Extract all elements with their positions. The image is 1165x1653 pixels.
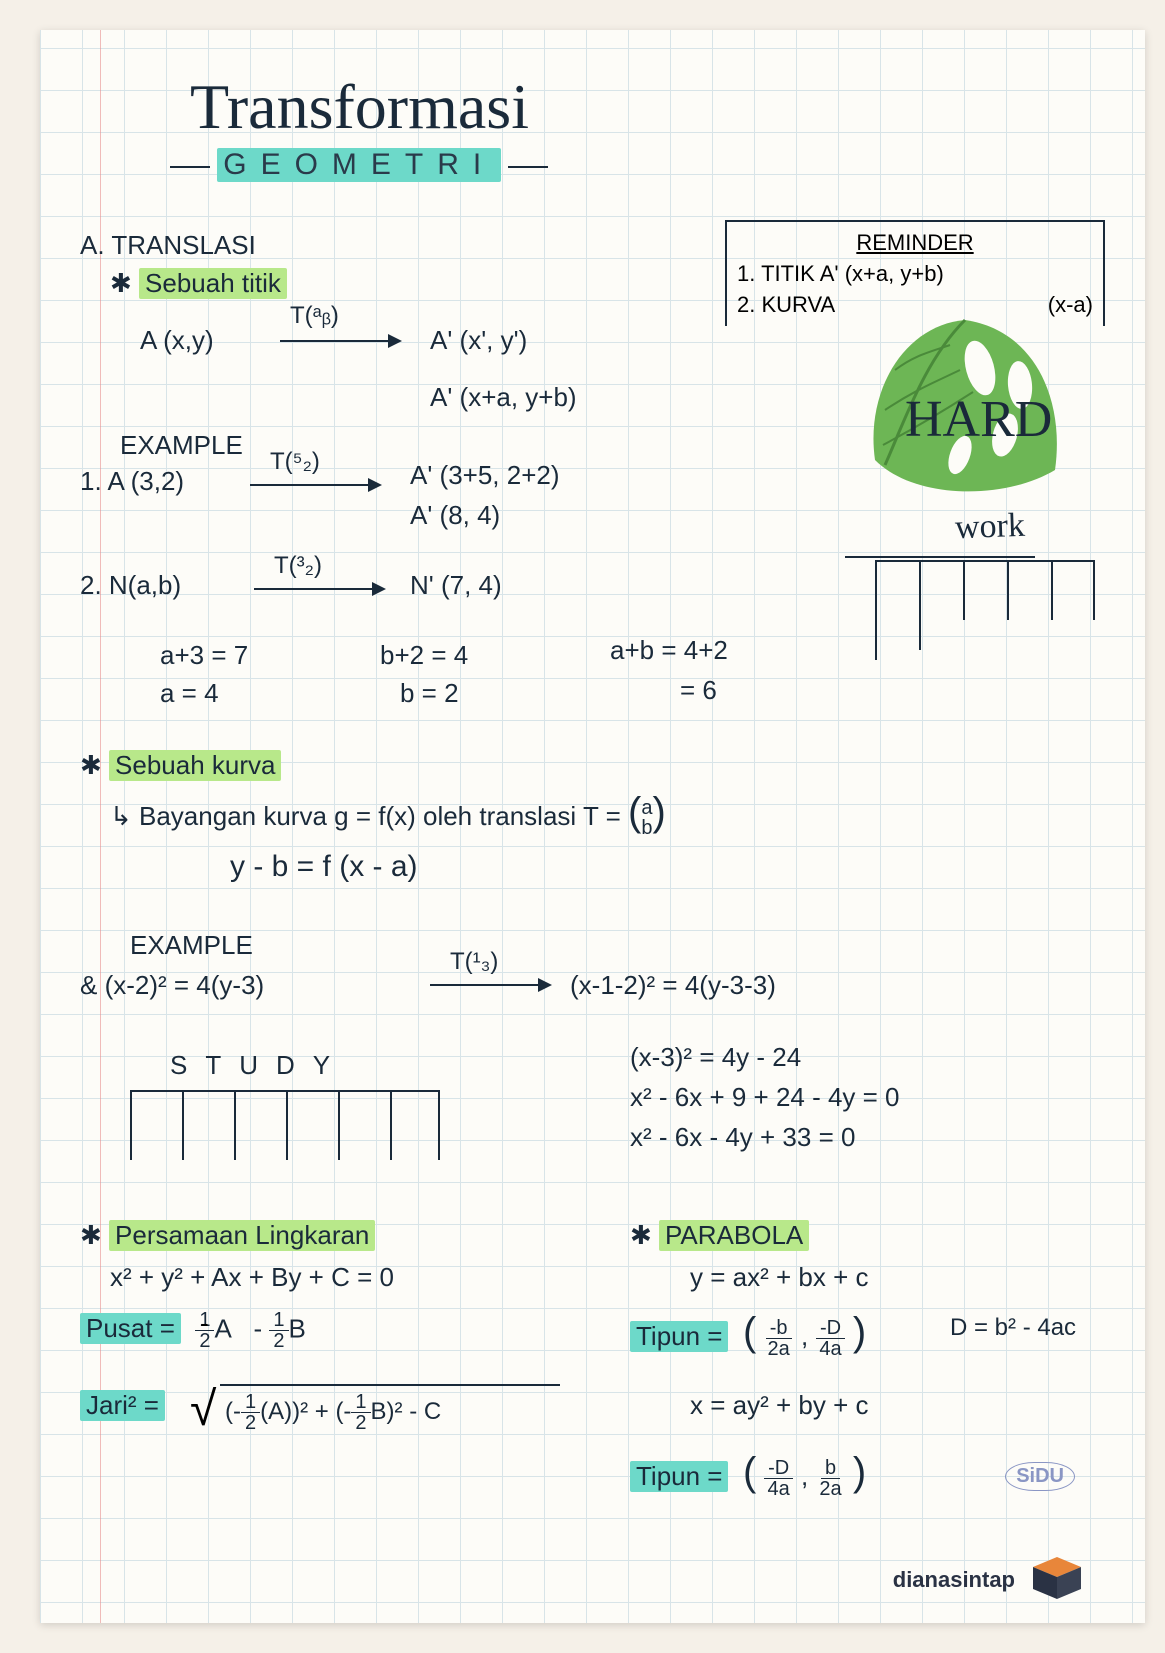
ex1-r2: A' (8, 4) [410,500,500,531]
reminder-line2: 2. KURVA [737,292,835,317]
translation-T: T(ᵃᵦ) [290,302,339,330]
example-label-1: EXAMPLE [120,430,243,461]
kurva-desc: ↳ Bayangan kurva g = f(x) oleh translasi… [110,790,666,838]
reminder-title: REMINDER [737,228,1093,259]
lingkaran-row: ✱ Persamaan Lingkaran [80,1220,375,1251]
reminder-line1: 1. TITIK A' (x+a, y+b) [737,259,1093,290]
tally-right [875,560,1095,562]
tipun1-label: Tipun = [630,1321,728,1352]
sqrt-bar [220,1384,560,1386]
ex2-eq3b: = 6 [680,675,717,706]
tally-study [130,1090,440,1092]
ex2-r1: N' (7, 4) [410,570,502,601]
ex2-eq2a: b+2 = 4 [380,640,468,671]
parabola-eq1: y = ax² + bx + c [690,1262,868,1293]
study-label: STUDY [170,1050,348,1081]
point-A: A (x,y) [140,325,214,356]
jari-label: Jari² = [80,1390,165,1421]
leaf-text: HARD [905,390,1052,449]
example-label-2: EXAMPLE [130,930,253,961]
parabola-title: PARABOLA [659,1220,809,1251]
tipun1-row: Tipun = ( -b2a , -D4a ) [630,1310,866,1359]
jari-row: Jari² = [80,1390,165,1421]
ex3-lhs: & (x-2)² = 4(y-3) [80,970,264,1001]
ex3-t: T(¹₃) [450,948,498,976]
ex3-r3: x² - 6x + 9 + 24 - 4y = 0 [630,1082,900,1113]
sebuah-titik-row: ✱ Sebuah titik [110,268,287,299]
ex2-eq1a: a+3 = 7 [160,640,248,671]
ex2-lhs: 2. N(a,b) [80,570,181,601]
parabola-eq2: x = ay² + by + c [690,1390,868,1421]
kurva-desc-text: ↳ Bayangan kurva g = f(x) oleh translasi… [110,801,621,831]
point-A-prime1: A' (x', y') [430,325,527,356]
kurva-eq: y - b = f (x - a) [230,850,418,884]
sqrt-sign: √ [190,1382,216,1437]
ex3-r1: (x-1-2)² = 4(y-3-3) [570,970,776,1001]
pusat-label: Pusat = [80,1313,181,1344]
tipun2-label: Tipun = [630,1461,728,1492]
parabola-row: ✱ PARABOLA [630,1220,809,1251]
d-val: D = b² - 4ac [950,1314,1076,1342]
jari-val: (-12(A))² + (-12B)² - C [225,1392,441,1433]
ex1-lhs: 1. A (3,2) [80,466,184,497]
sebuah-kurva-row: ✱ Sebuah kurva [80,750,281,781]
arrow-1 [280,340,400,342]
sebuah-kurva: Sebuah kurva [109,750,281,781]
pusat-row: Pusat = 12A - 12B [80,1310,306,1351]
work-strike [845,556,1035,558]
arrow-2 [250,484,380,486]
notebook-paper: Transformasi GEOMETRI REMINDER 1. TITIK … [40,30,1145,1623]
ex2-eq2b: b = 2 [400,678,459,709]
ex3-r4: x² - 6x - 4y + 33 = 0 [630,1122,855,1153]
sebuah-titik: Sebuah titik [139,268,287,299]
ex2-eq1b: a = 4 [160,678,219,709]
ex2-t: T(³₂) [274,552,322,580]
margin-line [100,30,101,1623]
work-text: work [954,507,1025,547]
ex1-t: T(⁵₂) [270,448,320,476]
title-rule: GEOMETRI [170,148,590,182]
pusat-neg: - [200,1308,209,1339]
watermark: dianasintap [893,1567,1015,1593]
lingkaran-eq: x² + y² + Ax + By + C = 0 [110,1262,394,1293]
arrow-3 [254,588,384,590]
ex1-r1: A' (3+5, 2+2) [410,460,560,491]
lingkaran-title: Persamaan Lingkaran [109,1220,375,1251]
point-A-prime2: A' (x+a, y+b) [430,382,577,413]
logo-icon [1029,1553,1085,1601]
section-a: A. TRANSLASI [80,230,256,261]
tipun2-row: Tipun = ( -D4a , b2a ) [630,1450,866,1499]
subtitle: GEOMETRI [217,148,501,182]
ex2-eq3a: a+b = 4+2 [610,635,728,666]
leaf-sticker: HARD [855,310,1075,510]
sidu-mark: SiDU [1005,1462,1075,1491]
ex3-r2: (x-3)² = 4y - 24 [630,1042,801,1073]
arrow-4 [430,984,550,986]
page-title: Transformasi [190,70,529,144]
